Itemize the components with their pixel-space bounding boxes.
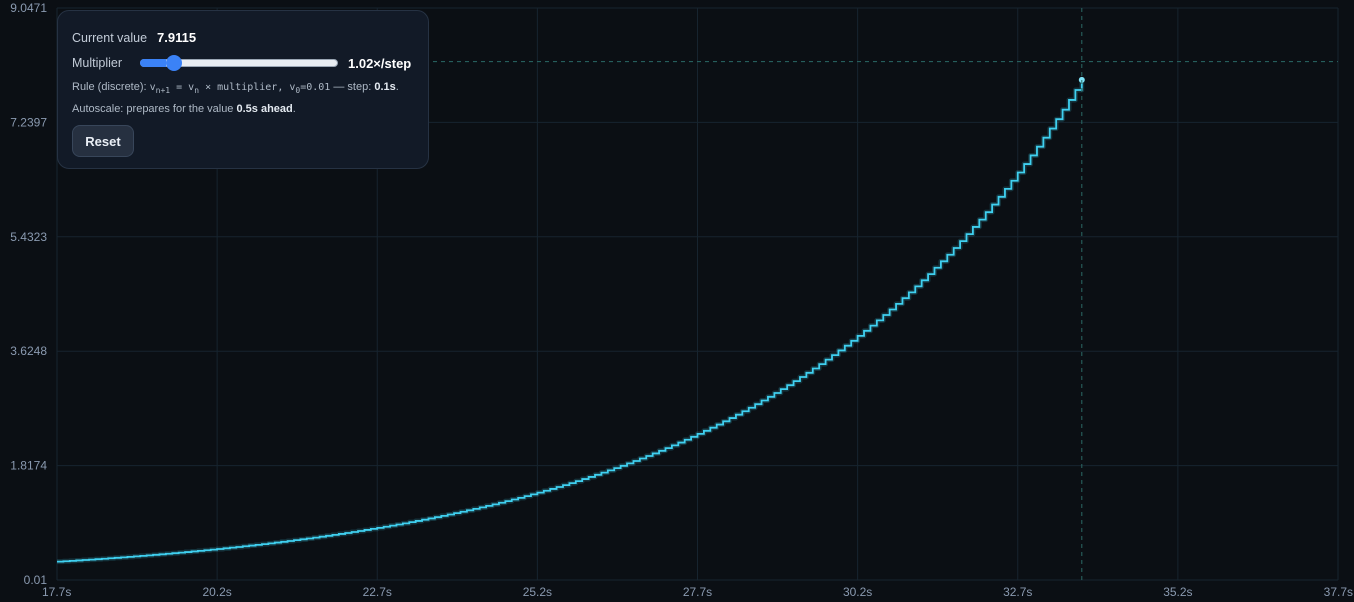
y-tick-label: 3.6248	[10, 344, 47, 358]
y-tick-label: 1.8174	[10, 459, 47, 473]
rule-sub-n: n	[194, 86, 200, 95]
x-tick-label: 22.7s	[363, 585, 392, 599]
rule-prefix: Rule (discrete):	[72, 81, 150, 93]
autoscale-period: .	[292, 103, 296, 115]
x-tick-label: 35.2s	[1163, 585, 1192, 599]
y-tick-label: 5.4323	[10, 230, 47, 244]
rule-eq: = v	[170, 82, 195, 93]
x-tick-label: 17.7s	[42, 585, 71, 599]
y-tick-label: 0.01	[24, 573, 48, 587]
rule-formula: vn+1 = vn × multiplier, v0=0.01	[149, 82, 331, 95]
rule-step-value: 0.1s	[374, 81, 396, 93]
rule-period: .	[395, 81, 399, 93]
multiplier-row: Multiplier 1.02×/step	[72, 55, 414, 71]
multiplier-slider[interactable]	[140, 55, 338, 71]
rule-v: v	[149, 82, 156, 93]
slider-thumb[interactable]	[165, 55, 182, 71]
slider-fill	[140, 59, 166, 67]
current-value-row: Current value 7.9115	[72, 30, 414, 46]
rule-sub-0: 0	[295, 86, 301, 95]
multiplier-label: Multiplier	[72, 56, 123, 70]
x-tick-label: 27.7s	[683, 585, 712, 599]
y-tick-label: 7.2397	[10, 115, 47, 129]
current-value: 7.9115	[157, 30, 197, 45]
rule-init: =0.01	[300, 82, 331, 93]
rule-step-label: — step:	[330, 81, 375, 93]
x-tick-label: 25.2s	[523, 585, 552, 599]
y-tick-label: 9.0471	[10, 1, 47, 15]
series-line	[57, 79, 1083, 563]
series-end-point	[1078, 76, 1085, 83]
control-panel: Current value 7.9115 Multiplier 1.02×/st…	[57, 10, 429, 169]
x-tick-label: 32.7s	[1003, 585, 1032, 599]
rule-sub-n1: n+1	[155, 86, 171, 95]
rule-mult: × multiplier, v	[199, 82, 296, 93]
x-tick-label: 30.2s	[843, 585, 872, 599]
rule-text: Rule (discrete): vn+1 = vn × multiplier,…	[72, 81, 414, 95]
reset-button[interactable]: Reset	[72, 125, 134, 157]
autoscale-prefix: Autoscale: prepares for the value	[72, 103, 237, 115]
autoscale-value: 0.5s ahead	[236, 103, 293, 115]
multiplier-value: 1.02×/step	[348, 55, 412, 71]
x-tick-label: 37.7s	[1324, 585, 1353, 599]
current-value-label: Current value	[72, 31, 148, 45]
x-tick-label: 20.2s	[202, 585, 231, 599]
autoscale-text: Autoscale: prepares for the value 0.5s a…	[72, 103, 414, 115]
